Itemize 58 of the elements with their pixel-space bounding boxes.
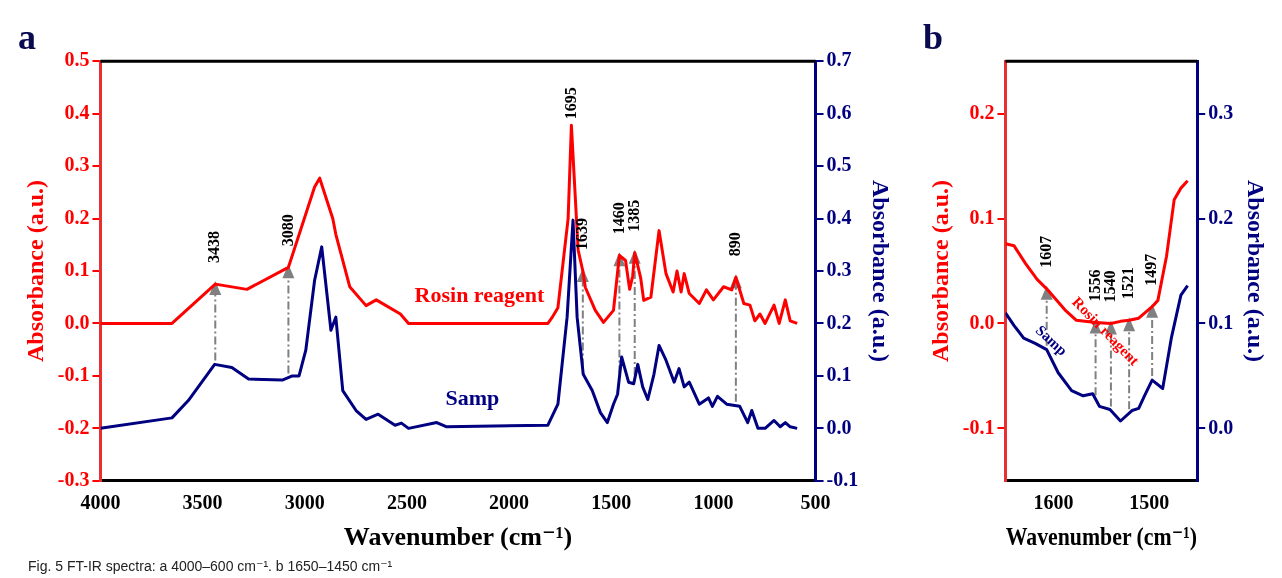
y-axis-title: Absorbance (a.u.)	[21, 179, 48, 363]
x-axis-title: Wavenumber (cm⁻¹)	[1005, 522, 1197, 551]
x-tick-label: 1000	[693, 490, 734, 513]
x-tick-label: 4000	[80, 490, 121, 513]
y2-tick-label: 0.3	[826, 258, 852, 281]
y2-tick-label: 0.2	[1208, 205, 1234, 228]
x-tick-label: 2000	[489, 490, 530, 513]
annotation: 1460	[609, 202, 627, 235]
y2-tick-label: 0.7	[826, 48, 852, 71]
y-tick-label: 0.1	[969, 205, 995, 228]
x-axis-title: Wavenumber (cm⁻¹)	[343, 522, 573, 552]
y-tick-label: -0.1	[57, 363, 90, 386]
y2-axis-title: Absorbance (a.u.)	[868, 179, 895, 363]
y-tick-label: 0.3	[64, 153, 90, 176]
caption: Fig. 5 FT-IR spectra: a 4000–600 cm⁻¹. b 1650–1450 cm⁻¹	[28, 558, 393, 574]
y2-tick-label: 0.1	[826, 363, 852, 386]
annotation: 1540	[1101, 270, 1119, 303]
annotation: 3080	[278, 214, 296, 247]
annotation: 890	[726, 232, 743, 257]
y-tick-label: -0.2	[57, 415, 90, 438]
y-tick-label: -0.1	[962, 415, 995, 438]
annotation: 1385	[624, 199, 642, 232]
x-tick-label: 2500	[386, 490, 427, 513]
y-tick-label: 0.2	[969, 100, 995, 123]
y2-tick-label: -0.1	[826, 467, 859, 490]
y-tick-label: 0.4	[64, 100, 90, 123]
x-tick-label: 3500	[182, 490, 223, 513]
annotation: 1521	[1119, 267, 1137, 300]
y-tick-label: -0.3	[57, 467, 90, 490]
annotation: 1695	[561, 87, 579, 120]
x-tick-label: 3000	[284, 490, 325, 513]
annotation: 1497	[1142, 253, 1160, 286]
y2-tick-label: 0.2	[826, 310, 852, 333]
y2-tick-label: 0.3	[1208, 100, 1234, 123]
series-label: Samp	[445, 385, 500, 411]
y2-axis-title: Absorbance (a.u.)	[1243, 179, 1270, 363]
y-axis-title: Absorbance (a.u.)	[926, 179, 953, 363]
y-tick-label: 0.0	[64, 310, 90, 333]
annotation: 1639	[572, 218, 590, 250]
x-tick-label: 500	[800, 490, 831, 513]
y2-tick-label: 0.5	[826, 153, 852, 176]
y-tick-label: 0.5	[64, 48, 90, 71]
x-tick-label: 1500	[591, 490, 632, 513]
x-tick-label: 1500	[1129, 490, 1170, 513]
y-tick-label: 0.0	[969, 310, 995, 333]
annotation: 3438	[205, 231, 223, 264]
y2-tick-label: 0.0	[826, 415, 852, 438]
y2-tick-label: 0.0	[1208, 415, 1234, 438]
series-label: Rosin reagent	[414, 282, 545, 308]
y2-tick-label: 0.1	[1208, 310, 1234, 333]
y2-tick-label: 0.6	[826, 100, 852, 123]
annotation: 1607	[1036, 235, 1054, 268]
y-tick-label: 0.1	[64, 258, 90, 281]
y2-tick-label: 0.4	[826, 205, 852, 228]
chart-title: a	[18, 16, 36, 57]
x-tick-label: 1600	[1033, 490, 1074, 513]
y-tick-label: 0.2	[64, 205, 90, 228]
chart-title: b	[923, 16, 944, 57]
